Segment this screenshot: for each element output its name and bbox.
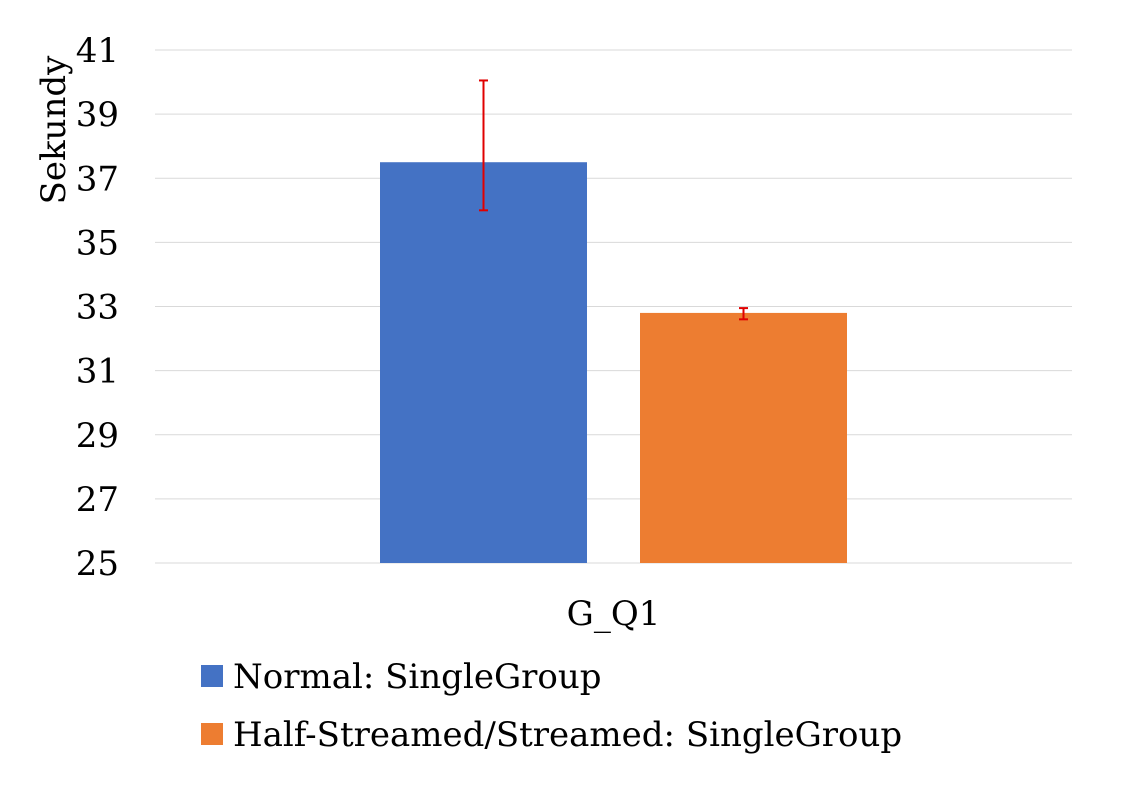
- x-axis-ticks: G_Q1: [567, 594, 661, 634]
- bar-normal: [380, 162, 587, 563]
- legend: Normal: SingleGroup Half-Streamed/Streame…: [201, 657, 902, 755]
- y-tick-label: 35: [76, 223, 119, 263]
- legend-label: Normal: SingleGroup: [233, 657, 602, 697]
- y-tick-label: 27: [76, 480, 119, 520]
- bar-half-streamed: [640, 312, 847, 563]
- y-tick-label: 39: [76, 95, 119, 135]
- bars: [380, 162, 847, 563]
- error-bar-normal: [479, 79, 488, 212]
- y-tick-label: 31: [76, 352, 119, 392]
- legend-swatch: [201, 665, 223, 687]
- error-bars: [479, 79, 748, 321]
- legend-swatch: [201, 723, 223, 745]
- legend-label: Half-Streamed/Streamed: SingleGroup: [233, 715, 902, 755]
- y-tick-label: 33: [76, 288, 119, 328]
- y-tick-label: 41: [76, 31, 119, 71]
- y-axis-title: Sekundy: [34, 55, 74, 205]
- legend-item: Normal: SingleGroup: [201, 657, 602, 697]
- y-tick-label: 25: [76, 544, 119, 584]
- y-tick-label: 37: [76, 159, 119, 199]
- gridlines: [155, 49, 1072, 564]
- legend-item: Half-Streamed/Streamed: SingleGroup: [201, 715, 902, 755]
- y-axis-ticks: 25 27 29 31 33 35 37 39 41: [76, 31, 119, 584]
- x-tick-label: G_Q1: [567, 594, 661, 634]
- error-bar-half-streamed: [739, 307, 748, 321]
- y-tick-label: 29: [76, 416, 119, 456]
